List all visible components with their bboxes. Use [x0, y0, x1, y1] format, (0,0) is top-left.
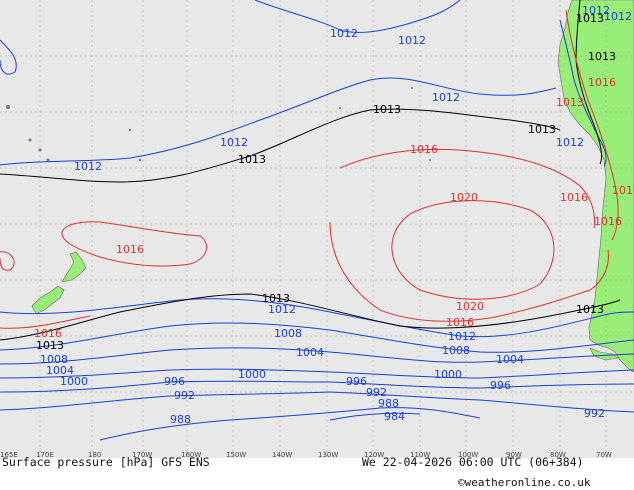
isobar-1020	[391, 200, 555, 300]
isobar-label: 1012	[448, 330, 476, 343]
isobar-label: 1013	[576, 12, 604, 25]
isobar-label: 1013	[373, 103, 401, 116]
isobar-label: 992	[366, 386, 387, 399]
lon-label: 120W	[364, 451, 384, 459]
isobar-label: 1016	[560, 191, 588, 204]
ocean-background	[0, 0, 634, 458]
isobar-label: 1013	[556, 96, 584, 109]
isobar-984	[329, 412, 421, 421]
longitude-axis: 165E 170E 180 170W 160W 150W 140W 130W 1…	[0, 451, 612, 459]
isobar-996	[0, 380, 634, 393]
isobar-label: 1012	[398, 34, 426, 47]
lon-label: 130W	[318, 451, 338, 459]
isobar-label: 1013	[588, 50, 616, 63]
isobar-label: 1013	[576, 303, 604, 316]
isobar-1012-mid	[0, 298, 634, 338]
isobar-label: 1000	[60, 375, 88, 388]
map-title: Surface pressure [hPa] GFS ENS	[2, 455, 210, 469]
map-credit[interactable]: ©weatheronline.co.uk	[458, 476, 591, 489]
footer-background	[0, 458, 634, 490]
lon-label: 80W	[550, 451, 566, 459]
isobar-label: 996	[346, 375, 367, 388]
isobar-992	[0, 391, 634, 413]
lon-label: 140W	[272, 451, 292, 459]
isobar-label: 1012	[556, 136, 584, 149]
isobar-1012-nw	[0, 39, 17, 75]
lon-label: 90W	[506, 451, 522, 459]
isobar-988	[99, 407, 481, 441]
isobar-1012-top	[254, 0, 461, 33]
isobar-1016-west	[0, 251, 15, 271]
isobar-label: 1020	[456, 300, 484, 313]
isobar-label: 1016	[116, 243, 144, 256]
isobar-label: 992	[584, 407, 605, 420]
isobar-label: 1020	[450, 191, 478, 204]
isobar-label: 1012	[604, 10, 632, 23]
isobar-label: 1013	[528, 123, 556, 136]
lon-label: 180	[88, 451, 101, 459]
isobar-label: 996	[490, 379, 511, 392]
lon-label: 110W	[410, 451, 430, 459]
isobar-label: 1016	[410, 143, 438, 156]
isobar-1013-south	[0, 293, 621, 341]
isobar-1016-east	[339, 148, 595, 229]
lon-label: 70W	[596, 451, 612, 459]
lon-label: 170W	[132, 451, 152, 459]
isobar-label: 1004	[46, 364, 74, 377]
isobar-labels: 1012 1012 1012 1012 1013 1012 1012 1013 …	[34, 4, 634, 426]
isobar-1008	[0, 322, 634, 353]
isobar-label: 988	[378, 397, 399, 410]
isobar-label: 988	[170, 413, 191, 426]
isobar-label: 1012	[330, 27, 358, 40]
lon-label: 165E	[0, 451, 18, 459]
isobar-1012-coast	[559, 19, 607, 167]
isobar-label: 984	[384, 410, 405, 423]
lon-label: 100W	[458, 451, 478, 459]
isobar-label: 1012	[268, 303, 296, 316]
isobar-1000	[0, 368, 634, 379]
isobar-label: 1004	[496, 353, 524, 366]
isobar-1013-north	[0, 108, 561, 183]
isobar-label: 1013	[36, 339, 64, 352]
isobar-label: 1012	[582, 4, 610, 17]
isobar-1012-north	[0, 77, 557, 166]
isobar-label: 1016	[446, 316, 474, 329]
isobar-label: 1012	[74, 160, 102, 173]
isobar-label: 1008	[442, 344, 470, 357]
islands	[6, 87, 431, 162]
isobar-label: 1016	[594, 215, 622, 228]
isobar-1004	[0, 347, 634, 365]
lon-label: 160W	[181, 451, 201, 459]
isobar-1016-sw	[0, 315, 91, 329]
isobar-label: 1000	[434, 368, 462, 381]
isobar-1013-coast	[575, 0, 603, 165]
isobar-label: 1012	[220, 136, 248, 149]
isobar-label: 1016	[612, 184, 634, 197]
isobar-label: 1013	[238, 153, 266, 166]
isobar-label: 996	[164, 375, 185, 388]
isobar-label: 992	[174, 389, 195, 402]
isobar-label: 1016	[588, 76, 616, 89]
isobar-label: 1013	[262, 292, 290, 305]
map-datetime: We 22-04-2026 06:00 UTC (06+384)	[362, 455, 584, 469]
isobars	[0, 0, 634, 441]
lon-label: 170E	[36, 451, 54, 459]
isobar-1016-mid	[61, 221, 208, 267]
isobar-label: 1012	[432, 91, 460, 104]
lon-label: 150W	[226, 451, 246, 459]
isobar-label: 1016	[34, 327, 62, 340]
isobar-1016-south	[329, 221, 609, 322]
isobar-label: 1004	[296, 346, 324, 359]
isobar-label: 1008	[40, 353, 68, 366]
isobar-label: 1008	[274, 327, 302, 340]
isobar-1016-coast	[565, 9, 619, 241]
south-america	[557, 0, 634, 373]
isobar-label: 1000	[238, 368, 266, 381]
new-zealand-north	[61, 251, 87, 283]
